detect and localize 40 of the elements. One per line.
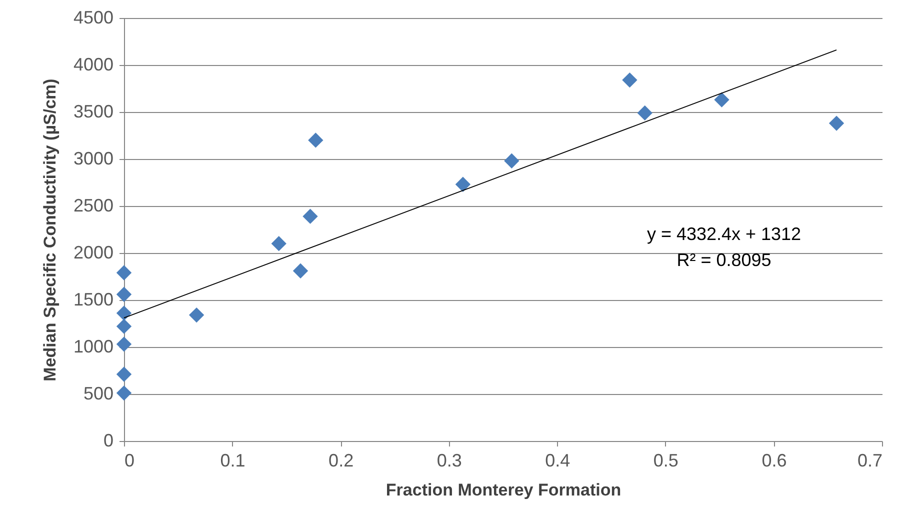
y-tick-label: 500 <box>83 384 114 404</box>
point <box>116 306 132 321</box>
x-tick-label: 0.7 <box>857 450 882 470</box>
point <box>714 92 730 108</box>
point <box>188 307 204 323</box>
y-tick-label: 4000 <box>73 54 114 74</box>
x-tick-label: 0.2 <box>328 450 354 470</box>
point <box>455 176 471 192</box>
y-tick-label: 3000 <box>73 148 114 168</box>
x-tick-label: 0.4 <box>545 450 570 470</box>
y-tick-label: 1500 <box>73 290 114 310</box>
annotation: y = 4332.4x + 1312 <box>646 224 802 244</box>
x-tick-label: 0.3 <box>436 450 462 470</box>
y-tick-label: 4500 <box>73 8 114 28</box>
point <box>308 132 324 148</box>
x-tick-label: 0.1 <box>220 450 246 470</box>
y-tick-label: 1000 <box>73 336 114 356</box>
point <box>637 105 652 121</box>
point <box>271 236 286 252</box>
point <box>302 208 318 224</box>
x-tick-label: 0.5 <box>653 450 678 470</box>
point <box>292 263 308 278</box>
point <box>116 385 132 401</box>
point <box>116 318 132 334</box>
point <box>116 286 132 302</box>
x-tick-label: 0.6 <box>762 450 787 470</box>
x-tick-label: 0 <box>124 450 135 470</box>
point <box>116 366 132 382</box>
point <box>622 72 638 88</box>
x-axis-title: Fraction Monterey Formation <box>386 480 622 500</box>
annotation: R² = 0.8095 <box>676 250 772 270</box>
y-tick-label: 0 <box>103 430 114 450</box>
point <box>828 116 844 131</box>
y-axis-title: Median Specific Conductivity (µS/cm) <box>40 78 60 382</box>
point <box>116 336 132 352</box>
y-tick-label: 2000 <box>73 242 114 262</box>
y-tick-label: 2500 <box>73 196 114 216</box>
point <box>116 265 132 280</box>
point <box>504 153 520 168</box>
y-tick-label: 3500 <box>73 102 114 122</box>
